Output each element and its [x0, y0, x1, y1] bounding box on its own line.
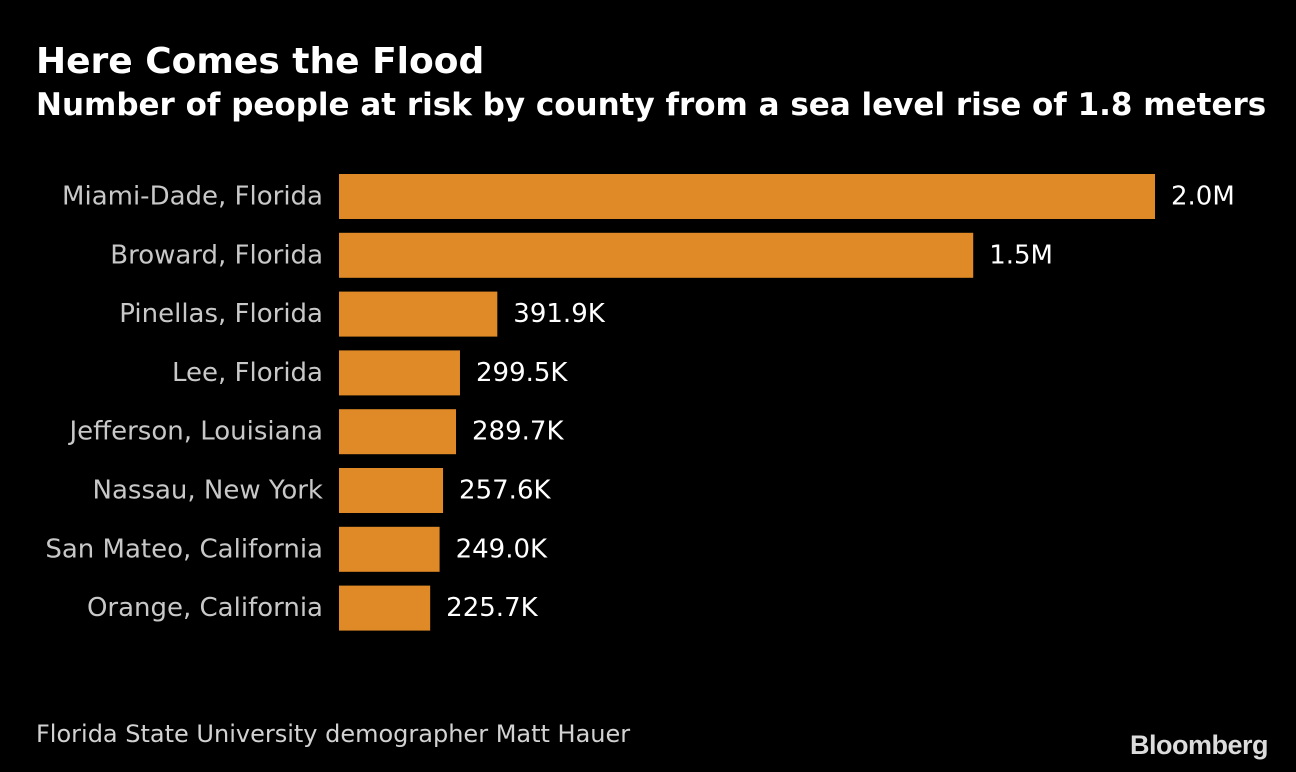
- bar: [339, 232, 974, 278]
- bar: [339, 350, 460, 396]
- category-label: Pinellas, Florida: [119, 299, 323, 329]
- category-label: San Mateo, California: [45, 534, 323, 564]
- bloomberg-logo: Bloomberg: [1129, 730, 1269, 760]
- category-label: Miami-Dade, Florida: [62, 182, 323, 212]
- category-label: Jefferson, Louisiana: [68, 417, 323, 447]
- bar: [339, 174, 1155, 219]
- value-label: 299.5K: [476, 358, 568, 388]
- bar: [339, 409, 457, 455]
- chart-subtitle: Number of people at risk by county from …: [36, 87, 1267, 123]
- chart-title: Here Comes the Flood: [36, 41, 485, 82]
- bar-chart: Miami-Dade, Florida 2.0M Broward, Florida 1…: [45, 174, 1235, 631]
- category-label: Orange, California: [87, 593, 323, 623]
- bar: [339, 585, 431, 631]
- source-note: Florida State University demographer Mat…: [36, 720, 631, 748]
- value-label: 2.0M: [1171, 182, 1235, 212]
- value-label: 249.0K: [456, 534, 548, 564]
- category-label: Nassau, New York: [93, 476, 323, 506]
- bar: [339, 526, 440, 572]
- value-label: 289.7K: [472, 417, 564, 447]
- value-label: 225.7K: [446, 593, 538, 623]
- value-label: 257.6K: [459, 476, 551, 506]
- category-label: Broward, Florida: [110, 240, 323, 270]
- bar: [339, 468, 444, 513]
- value-label: 1.5M: [989, 240, 1053, 270]
- bar: [339, 291, 498, 337]
- value-label: 391.9K: [513, 299, 605, 329]
- category-label: Lee, Florida: [172, 358, 323, 388]
